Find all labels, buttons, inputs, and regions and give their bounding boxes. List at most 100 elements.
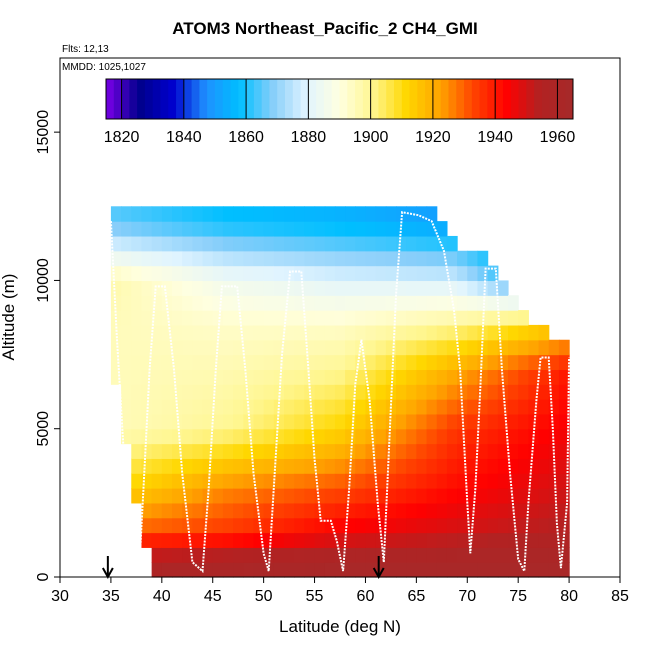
colorbar-segment [409,79,418,119]
heatmap-cell [487,532,499,548]
heatmap-cell [294,235,305,252]
heatmap-cell [253,517,265,534]
heatmap-cell [396,458,407,474]
heatmap-cell [365,428,377,445]
heatmap-cell [243,473,255,489]
heatmap-cell [263,280,275,296]
heatmap-cell [273,295,285,311]
x-axis-label: Latitude (deg N) [279,617,401,636]
heatmap-cell [222,265,234,282]
heatmap-cell [528,562,540,578]
heatmap-cell [304,428,316,445]
heatmap-cell [558,399,570,415]
heatmap-cell [406,443,417,459]
x-tick-label: 45 [204,588,222,605]
heatmap-cell [151,206,163,222]
heatmap-cell [518,369,529,385]
heatmap-cell [151,339,163,356]
heatmap-cell [253,413,265,430]
heatmap-cell [334,562,346,578]
colorbar-segment [510,79,520,119]
heatmap-cell [345,250,356,267]
heatmap-cell [518,517,529,534]
heatmap-cell [548,413,560,430]
heatmap-cell [233,488,244,504]
heatmap-cell [222,399,234,415]
heatmap-cell [202,443,214,459]
heatmap-cell [548,428,560,445]
heatmap-cell [487,399,499,415]
heatmap-cell [345,324,356,341]
heatmap-cell [375,443,387,459]
heatmap-cell [334,458,346,474]
heatmap-cell [284,369,295,385]
heatmap-cell [304,250,316,267]
heatmap-cell [253,235,265,252]
heatmap-cell [141,310,153,326]
heatmap-cell [161,458,173,474]
heatmap-cell [324,547,336,563]
heatmap-cell [222,458,234,474]
heatmap-cell [324,399,336,415]
heatmap-cell [426,488,438,504]
heatmap-cell [131,399,143,415]
heatmap-cell [487,473,499,489]
heatmap-cell [446,517,458,534]
heatmap-cell [446,428,458,445]
heatmap-cell [172,458,183,474]
colorbar-segment [432,79,442,119]
heatmap-cell [151,532,163,548]
heatmap-cell [233,562,244,578]
heatmap-cell [345,310,356,326]
heatmap-cell [477,517,489,534]
heatmap-cell [416,339,428,356]
heatmap-cell [355,280,367,296]
heatmap-cell [365,235,377,252]
heatmap-cell [477,413,489,430]
heatmap-cell [355,473,367,489]
heatmap-cell [243,265,255,282]
heatmap-cell [151,324,163,341]
heatmap-cell [151,502,163,519]
heatmap-cell [161,473,173,489]
heatmap-cell [355,502,367,519]
heatmap-cell [202,413,214,430]
heatmap-cell [284,206,295,222]
heatmap-cell [355,369,367,385]
heatmap-cell [294,265,305,282]
heatmap-cell [416,354,428,370]
heatmap-cell [457,369,468,385]
heatmap-cell [294,458,305,474]
heatmap-cell [457,517,468,534]
heatmap-cell [222,547,234,563]
heatmap-cell [426,221,438,237]
heatmap-cell [457,384,468,400]
heatmap-cell [345,547,356,563]
heatmap-cell [222,413,234,430]
heatmap-cell [243,517,255,534]
heatmap-cell [477,280,489,296]
heatmap-cell [396,384,407,400]
heatmap-cell [222,235,234,252]
heatmap-cell [497,502,509,519]
colorbar-segment [495,79,504,119]
heatmap-cell [110,324,122,341]
heatmap-cell [508,443,519,459]
heatmap-cell [385,221,397,237]
heatmap-cell [202,339,214,356]
heatmap-cell [477,310,489,326]
heatmap-cell [294,517,305,534]
heatmap-cell [355,399,367,415]
heatmap-cell [202,547,214,563]
heatmap-cell [538,413,550,430]
heatmap-cell [345,502,356,519]
heatmap-cell [497,562,509,578]
heatmap-cell [446,502,458,519]
colorbar-segment [152,79,161,119]
heatmap-cell [334,369,346,385]
heatmap-cell [141,206,153,222]
heatmap-cell [273,310,285,326]
heatmap-cell [141,473,153,489]
heatmap-cell [497,324,509,341]
heatmap-cell [151,310,163,326]
